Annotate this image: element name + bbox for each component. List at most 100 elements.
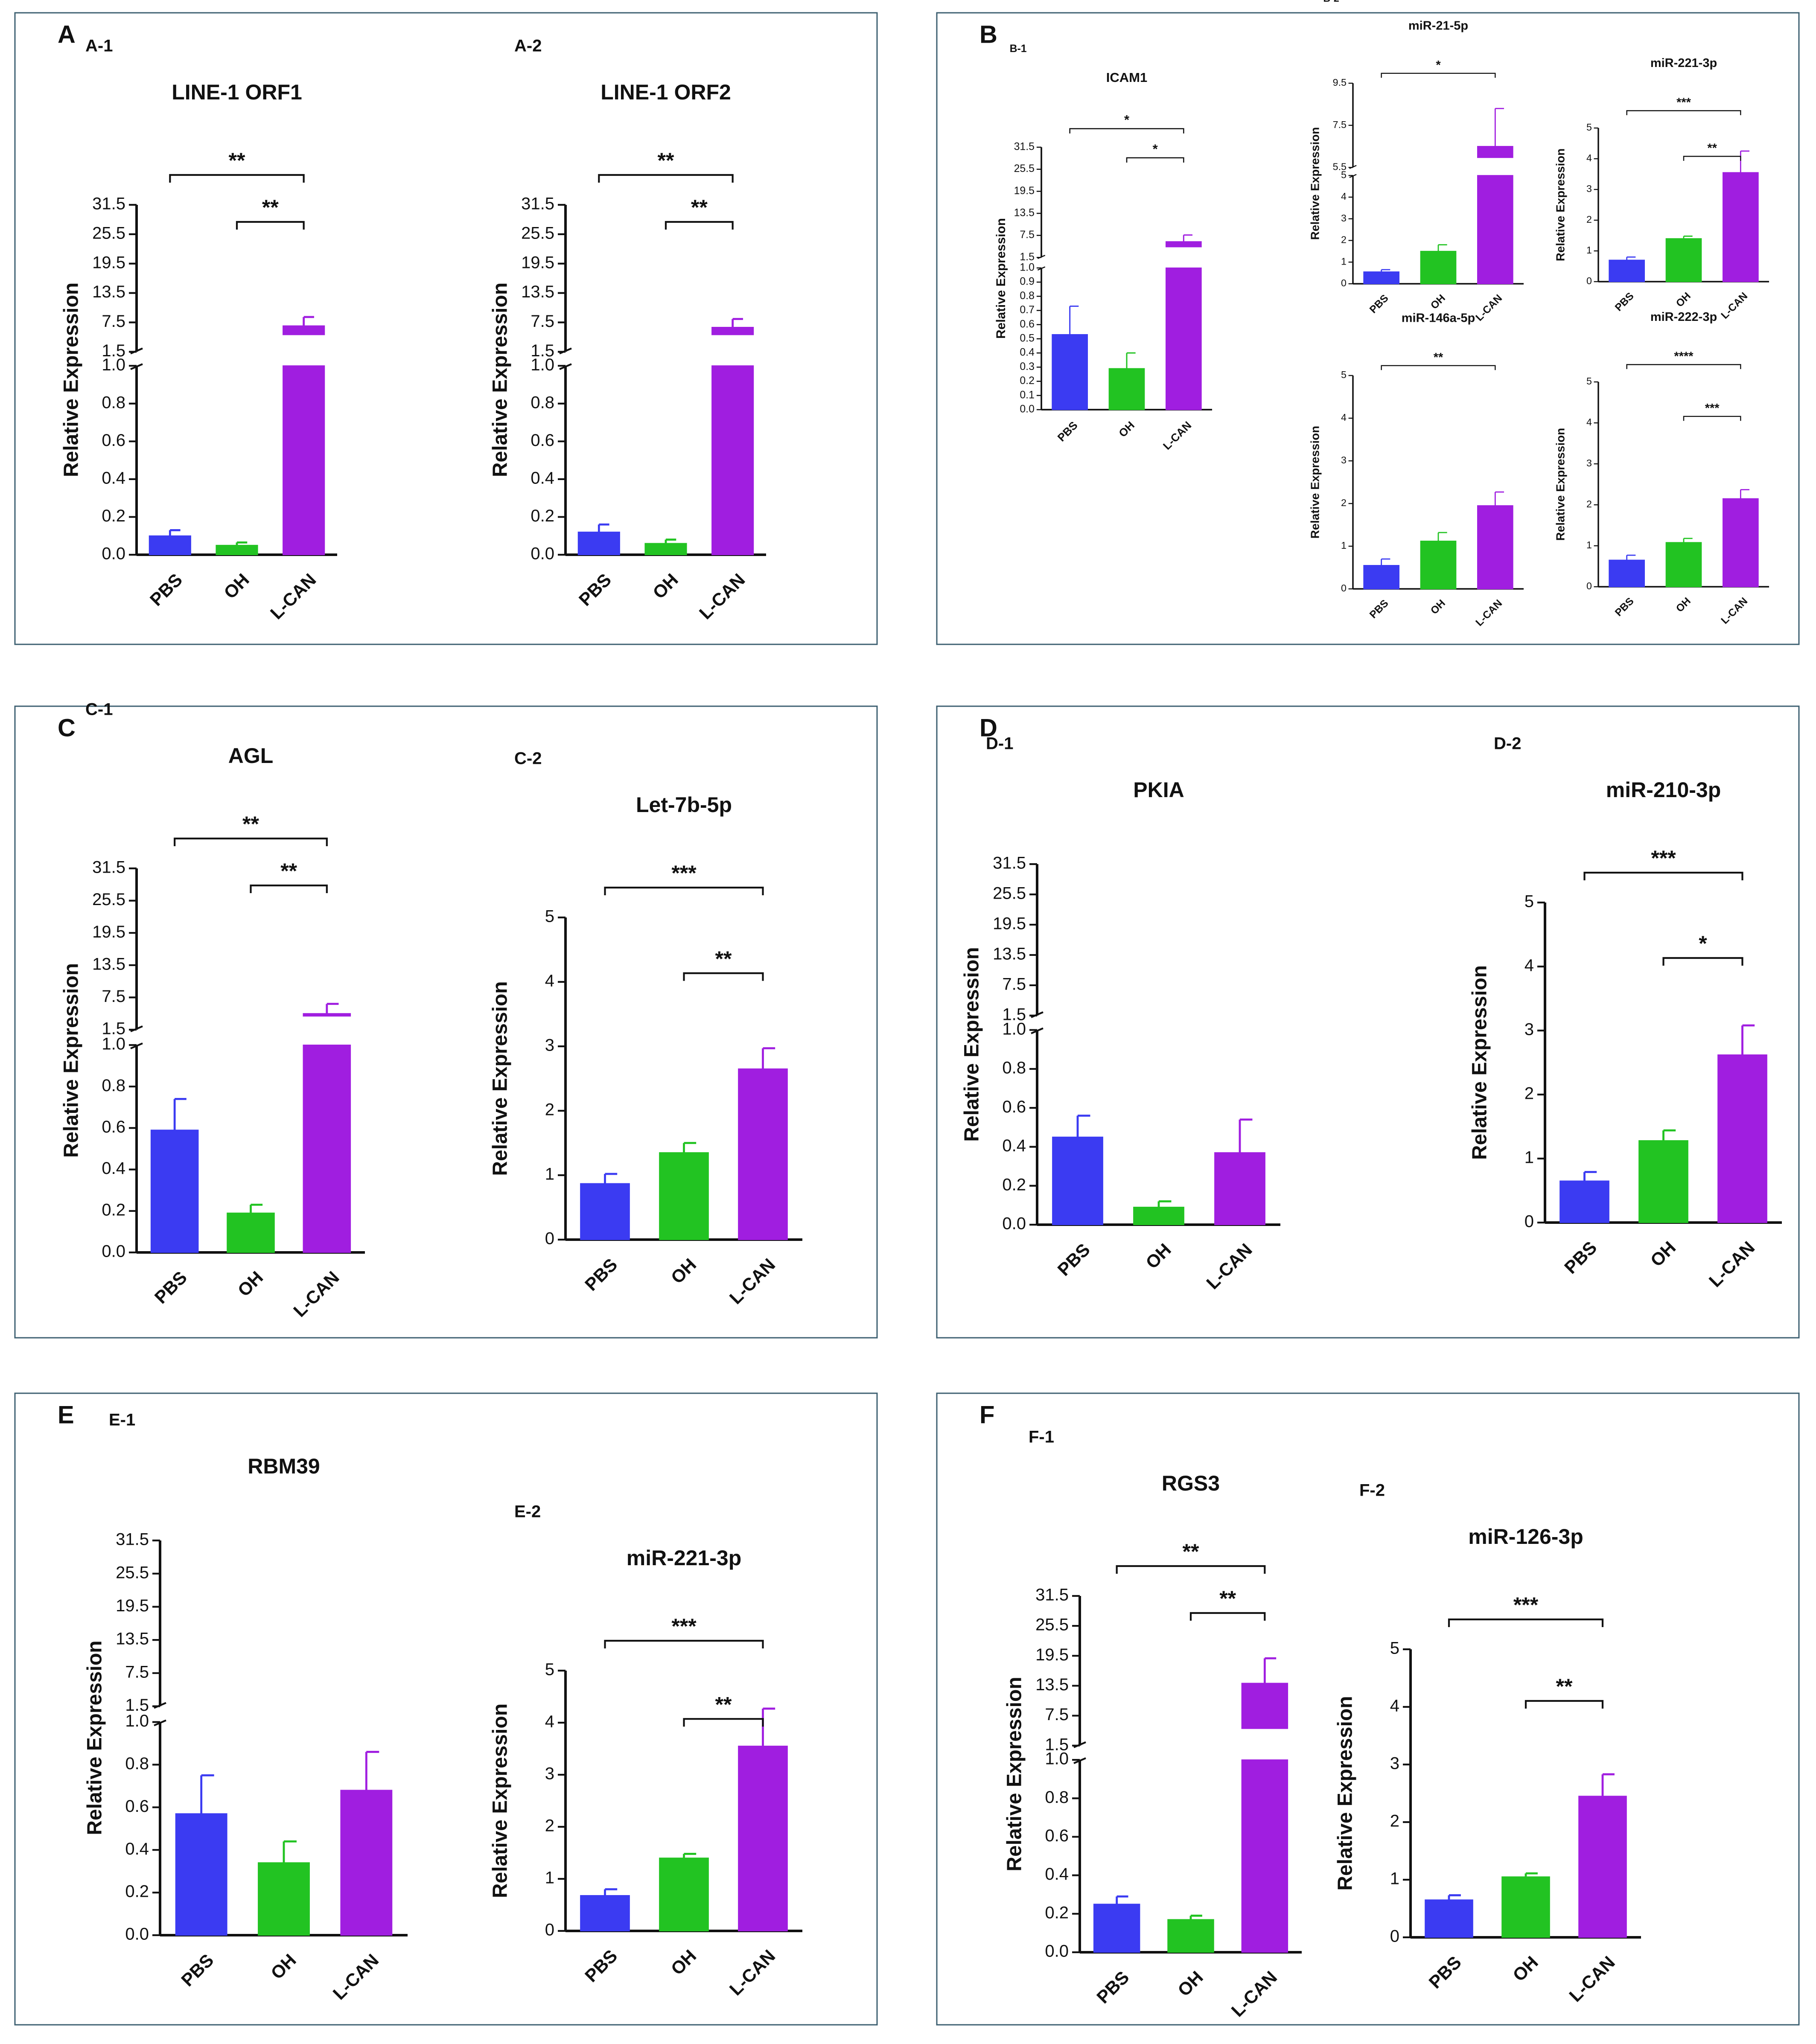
significance-bracket	[1189, 1612, 1266, 1621]
panel-border	[14, 1392, 878, 2026]
significance-label: ***	[1651, 846, 1676, 870]
y-tick-label: 13.5	[116, 1630, 149, 1648]
x-tick-label: PBS	[575, 570, 615, 610]
chart-title: AGL	[228, 744, 274, 768]
y-tick-label: 0.4	[125, 1840, 149, 1858]
chart-b-2a: 5.5 7.5 9.5 0 1 2 3 4 5 Relative Expression miR-21…	[1308, 0, 1524, 323]
y-tick-label: 4	[545, 1712, 554, 1731]
chart-title: miR-221-3p	[627, 1546, 742, 1570]
y-tick-label: 0.2	[1002, 1175, 1026, 1194]
chart-title: miR-21-5p	[1408, 19, 1468, 32]
significance-bracket	[665, 221, 734, 230]
significance-bracket	[174, 837, 328, 846]
bar-pbs	[1052, 1136, 1103, 1226]
y-tick-label: 25.5	[92, 224, 125, 242]
y-axis-label: Relative Expression	[489, 981, 512, 1176]
chart-title: RBM39	[248, 1454, 320, 1478]
y-tick-label: 0.6	[102, 1118, 125, 1136]
y-tick-label: 1	[1525, 1148, 1534, 1167]
panel-border	[14, 705, 878, 1339]
bar-l-can	[1477, 175, 1513, 285]
significance-label: *	[1436, 58, 1441, 72]
y-tick-label: 0.0	[125, 1925, 149, 1944]
panel-label: B	[979, 20, 997, 48]
y-tick-label: 13.5	[521, 282, 554, 301]
chart-c-1: 1.5 7.5 13.5 19.5 25.5 31.5 0.0 0.2 0.4 0.6 0.8 1.0…	[60, 700, 365, 1321]
bar-oh	[644, 543, 687, 556]
panel-f: F	[936, 1392, 1800, 2026]
y-tick-label: 1	[545, 1869, 554, 1887]
chart-title: miR-126-3p	[1468, 1525, 1583, 1549]
x-tick-label: PBS	[146, 570, 186, 610]
significance-label: **	[715, 947, 732, 971]
y-tick-label: 1.5	[1045, 1735, 1069, 1754]
y-tick-label: 13.5	[92, 282, 125, 301]
y-tick-label: 2	[1390, 1812, 1399, 1831]
y-tick-label: 4	[545, 972, 554, 990]
y-tick-label: 1	[545, 1165, 554, 1184]
significance-bracket	[1626, 110, 1741, 115]
chart-e-1: 1.5 7.5 13.5 19.5 25.5 31.5 0.0 0.2 0.4 0.6 0.8 1.0…	[84, 1411, 408, 2003]
y-tick-label: 5	[545, 1660, 554, 1679]
y-tick-label: 25.5	[521, 224, 554, 242]
significance-label: ***	[671, 861, 697, 885]
chart-title: LINE-1 ORF2	[600, 80, 731, 104]
x-tick-label: L-CAN	[1160, 419, 1194, 452]
bar-oh	[659, 1858, 709, 1932]
y-tick-label: 3	[1586, 183, 1592, 194]
y-tick-label: 0	[1525, 1212, 1534, 1231]
y-tick-label: 13.5	[92, 955, 125, 973]
y-tick-label: 2	[1525, 1084, 1534, 1103]
y-tick-label: 0	[545, 1921, 554, 1939]
y-tick-label: 0.8	[1002, 1059, 1026, 1077]
x-tick-label: OH	[234, 1267, 267, 1301]
x-tick-label: L-CAN	[289, 1267, 343, 1321]
y-tick-label: 0.8	[102, 1076, 125, 1095]
y-tick-label: 0.4	[102, 1159, 125, 1178]
bar-oh	[1133, 1206, 1184, 1226]
y-tick-label: 1.0	[1002, 1019, 1026, 1038]
x-tick-label: OH	[667, 1255, 700, 1288]
y-tick-label: 7.5	[102, 312, 125, 331]
bar-pbs	[580, 1183, 630, 1240]
y-tick-label: 0.2	[125, 1882, 149, 1901]
y-tick-label: 5	[1586, 376, 1592, 387]
y-tick-label: 19.5	[521, 253, 554, 272]
y-tick-label: 1.0	[1020, 262, 1034, 273]
bar-l-can-upper	[283, 325, 325, 335]
y-tick-label: 0.6	[125, 1797, 149, 1816]
y-tick-label: 31.5	[1035, 1586, 1069, 1604]
chart-sublabel: E-2	[514, 1502, 541, 1521]
y-tick-label: 7.5	[531, 312, 554, 331]
significance-bracket	[169, 174, 305, 183]
x-tick-label: PBS	[151, 1267, 191, 1307]
bar-l-can	[738, 1745, 788, 1931]
y-tick-label: 31.5	[92, 858, 125, 877]
y-tick-label: 1.0	[102, 355, 125, 374]
y-tick-label: 3	[1341, 213, 1347, 224]
x-tick-label: L-CAN	[726, 1255, 779, 1308]
chart-title: PKIA	[1133, 778, 1184, 802]
chart-title: miR-222-3p	[1650, 310, 1717, 324]
bar-oh	[1167, 1919, 1214, 1953]
x-tick-label: PBS	[177, 1950, 217, 1990]
y-tick-label: 0.0	[1002, 1214, 1026, 1233]
y-tick-label: 1.5	[1020, 251, 1034, 263]
x-tick-label: OH	[220, 570, 253, 603]
significance-bracket	[598, 174, 734, 183]
x-tick-label: PBS	[1055, 419, 1080, 444]
x-tick-label: L-CAN	[695, 570, 749, 623]
y-tick-label: 0.3	[1020, 361, 1034, 373]
y-axis-label: Relative Expression	[1334, 1696, 1357, 1890]
significance-bracket	[250, 884, 328, 893]
x-tick-label: L-CAN	[1719, 595, 1750, 626]
y-tick-label: 9.5	[1333, 77, 1347, 88]
significance-bracket	[604, 886, 764, 895]
chart-sublabel: F-1	[1029, 1428, 1054, 1447]
x-tick-label: PBS	[1093, 1967, 1133, 2007]
chart-sublabel: C-1	[85, 700, 113, 719]
y-tick-label: 0	[1341, 277, 1347, 288]
y-tick-label: 1.5	[125, 1696, 149, 1715]
y-tick-label: 4	[1525, 956, 1534, 975]
x-tick-label: PBS	[1367, 292, 1391, 316]
